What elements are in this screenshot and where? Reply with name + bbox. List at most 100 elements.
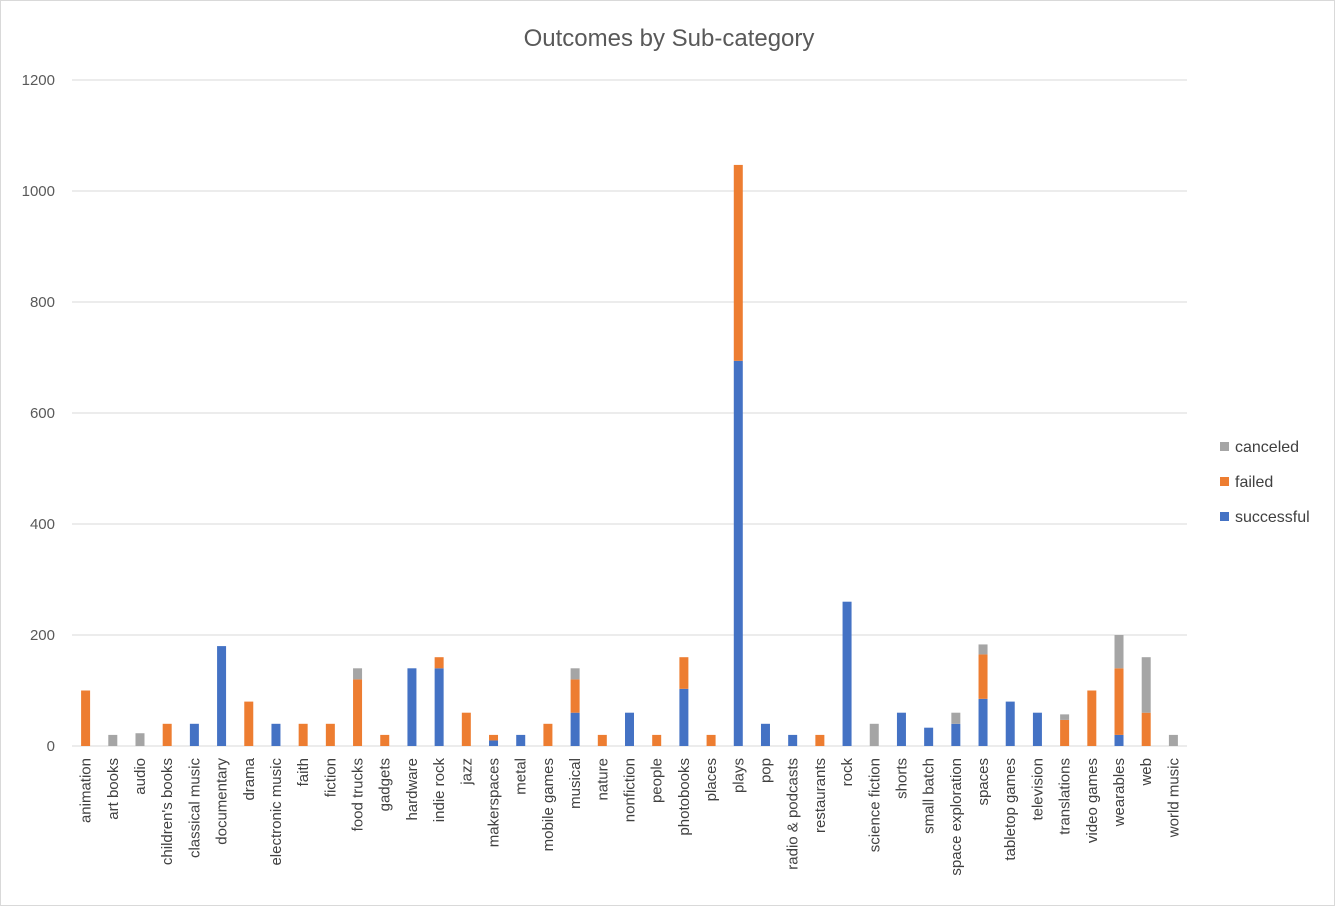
bar-failed: [325, 723, 335, 746]
bar-canceled: [353, 668, 363, 680]
bar-canceled: [1060, 714, 1070, 720]
legend-swatch-successful: [1220, 512, 1229, 521]
x-category-label: video games: [1084, 758, 1101, 843]
x-category-label: web: [1138, 758, 1155, 787]
bar-failed: [461, 712, 471, 746]
x-category-label: documentary: [214, 758, 231, 845]
x-category-label: mobile games: [540, 758, 557, 851]
x-category-label: people: [649, 758, 666, 803]
x-category-label: shorts: [893, 758, 910, 799]
x-category-label: children's books: [159, 758, 176, 865]
x-category-label: radio & podcasts: [785, 758, 802, 870]
x-axis-category-labels: animation art books audio children's books c…: [78, 757, 1183, 875]
x-category-label: makerspaces: [486, 758, 503, 847]
x-category-label: plays: [730, 758, 747, 793]
x-category-label: musical: [567, 758, 584, 809]
x-category-label: metal: [513, 758, 530, 795]
x-category-label: tabletop games: [1002, 758, 1019, 861]
gridlines: [72, 79, 1187, 747]
bar-canceled: [135, 733, 145, 746]
x-category-label: restaurants: [812, 758, 829, 833]
x-category-label: classical music: [186, 758, 203, 859]
y-tick-label: 1000: [22, 183, 55, 200]
bar-canceled: [951, 712, 961, 724]
bar-failed: [162, 723, 172, 746]
bar-failed: [1087, 690, 1097, 746]
bar-successful: [625, 712, 634, 746]
bar-successful: [407, 668, 417, 746]
bar-successful: [434, 668, 444, 746]
bar-failed: [543, 723, 553, 746]
x-category-label: gadgets: [377, 758, 394, 811]
bar-successful: [570, 712, 580, 746]
x-category-label: jazz: [458, 758, 475, 786]
bar-successful: [896, 712, 906, 746]
x-category-label: rock: [839, 758, 856, 787]
bar-successful: [788, 734, 798, 746]
bar-canceled: [978, 644, 988, 655]
bar-successful: [1032, 712, 1042, 746]
x-category-label: art books: [105, 758, 122, 820]
legend-label-successful: successful: [1235, 509, 1310, 526]
bar-failed: [434, 657, 444, 669]
bar-failed: [815, 734, 825, 746]
x-category-label: food trucks: [350, 758, 367, 831]
bar-canceled: [108, 734, 118, 746]
bar-successful: [978, 698, 988, 746]
x-category-label: audio: [132, 758, 149, 795]
bar-failed: [353, 679, 363, 746]
bar-canceled: [1168, 734, 1178, 746]
bar-failed: [733, 164, 743, 361]
y-tick-label: 400: [30, 516, 55, 533]
legend-swatch-failed: [1220, 477, 1229, 486]
y-axis-tick-labels: 0 200 400 600 800 1000 1200: [22, 72, 55, 755]
y-tick-label: 600: [30, 405, 55, 422]
bar-successful: [271, 723, 281, 746]
bar-failed: [679, 657, 689, 689]
x-category-label: world music: [1165, 758, 1182, 839]
bar-successful: [217, 646, 227, 746]
bar-failed: [1060, 719, 1070, 746]
bar-successful: [516, 734, 526, 746]
x-category-label: drama: [241, 757, 258, 800]
bar-successful: [760, 723, 770, 746]
bar-canceled: [1141, 657, 1151, 713]
x-category-label: nonfiction: [622, 758, 639, 822]
x-category-label: pop: [757, 758, 774, 783]
bar-successful: [1005, 701, 1015, 746]
legend-swatch-canceled: [1220, 442, 1229, 451]
bar-failed: [244, 701, 254, 746]
y-tick-label: 200: [30, 627, 55, 644]
bar-failed: [652, 734, 662, 746]
bar-failed: [489, 734, 499, 741]
x-category-label: small batch: [921, 758, 938, 834]
x-category-label: animation: [78, 758, 95, 823]
bar-failed: [706, 734, 716, 746]
bar-failed: [1141, 712, 1151, 746]
x-category-label: indie rock: [431, 758, 448, 823]
bar-successful: [189, 723, 199, 746]
x-category-label: wearables: [1111, 758, 1128, 827]
bar-successful: [951, 723, 961, 746]
bar-failed: [81, 690, 91, 746]
bar-successful: [1114, 734, 1124, 746]
legend-label-canceled: canceled: [1235, 439, 1299, 456]
x-category-label: electronic music: [268, 758, 285, 866]
x-category-label: nature: [594, 758, 611, 801]
bar-failed: [380, 734, 390, 746]
x-category-label: spaces: [975, 758, 992, 806]
x-category-label: hardware: [404, 758, 421, 821]
bar-successful: [924, 727, 934, 746]
bar-successful: [679, 688, 689, 746]
legend-label-failed: failed: [1235, 474, 1273, 491]
bar-successful: [733, 360, 743, 746]
bars: [81, 164, 1178, 746]
legend: canceled failed successful: [1220, 439, 1310, 526]
bar-canceled: [1114, 635, 1124, 669]
bar-failed: [570, 679, 580, 713]
bar-successful: [842, 601, 852, 746]
bar-failed: [298, 723, 308, 746]
bar-failed: [1114, 668, 1124, 735]
bar-failed: [597, 734, 607, 746]
bar-canceled: [869, 723, 879, 746]
